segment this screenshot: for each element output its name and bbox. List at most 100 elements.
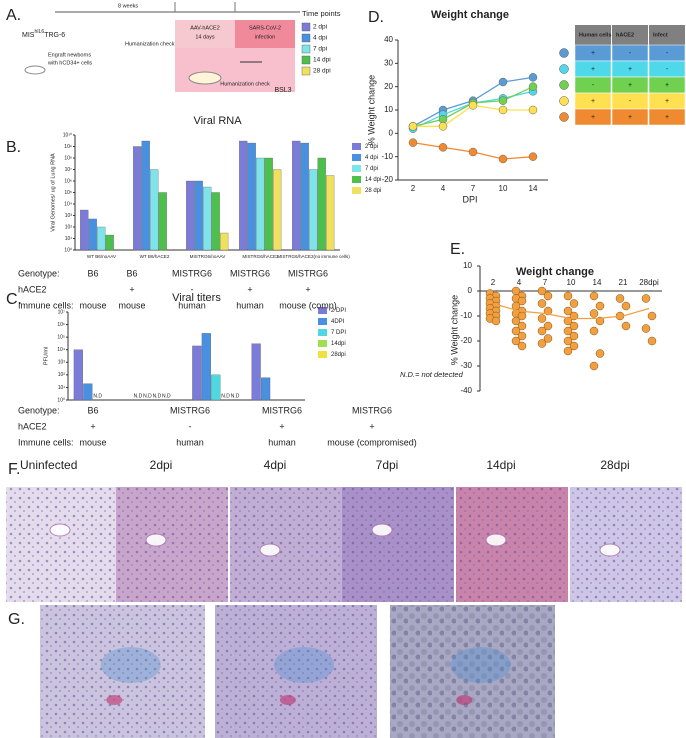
cell: + bbox=[591, 114, 595, 121]
point bbox=[528, 82, 538, 91]
point bbox=[569, 331, 579, 341]
legend-swatch bbox=[318, 318, 327, 325]
image-label: 7dpi bbox=[376, 458, 399, 472]
point bbox=[408, 138, 418, 147]
point bbox=[621, 301, 631, 311]
point bbox=[537, 314, 547, 323]
mean-line bbox=[492, 302, 650, 320]
bar bbox=[220, 232, 229, 251]
mouse bbox=[188, 71, 222, 85]
legend-swatch bbox=[301, 55, 311, 65]
cell: - bbox=[666, 50, 669, 57]
header: Human cells bbox=[579, 32, 611, 38]
cell: MISTRG6 bbox=[172, 268, 212, 278]
legend-swatch bbox=[352, 143, 361, 150]
point bbox=[408, 122, 418, 131]
legend-label: 28 dpi bbox=[365, 188, 381, 194]
cell: + bbox=[305, 284, 310, 294]
point bbox=[615, 294, 625, 303]
airway bbox=[145, 533, 167, 547]
point bbox=[438, 122, 448, 131]
x-tick-label: WT B6/noAAV bbox=[87, 254, 117, 259]
bar bbox=[326, 175, 335, 251]
y-tick-label: -40 bbox=[460, 386, 472, 395]
y-tick-label: 40 bbox=[384, 35, 393, 44]
cell: + bbox=[591, 66, 595, 73]
point bbox=[563, 306, 573, 316]
note: Humanization check bbox=[220, 81, 270, 87]
cell: - bbox=[592, 82, 595, 89]
chart-title: Weight change bbox=[431, 9, 509, 21]
histology-texture bbox=[342, 487, 454, 602]
cell: MISTRG6 bbox=[262, 405, 302, 415]
cell-bg bbox=[648, 108, 686, 126]
row-label: Genotype: bbox=[18, 405, 60, 415]
value-label: N.D bbox=[134, 393, 143, 399]
point bbox=[641, 324, 651, 333]
y-tick-label: 10⁵ bbox=[57, 334, 65, 340]
point bbox=[543, 291, 553, 301]
image-label: 28dpi bbox=[600, 458, 629, 472]
cell: - bbox=[189, 421, 192, 431]
note: AAV-hACE2 bbox=[190, 25, 220, 31]
mouse bbox=[24, 65, 46, 75]
cell: mouse (compromised) bbox=[327, 437, 417, 447]
x-tick-label: 2 bbox=[411, 184, 416, 193]
y-tick-label: 10⁵ bbox=[64, 190, 72, 196]
point bbox=[517, 311, 527, 321]
cell-bg bbox=[574, 108, 612, 126]
bar bbox=[80, 209, 89, 251]
bar bbox=[211, 192, 220, 251]
y-tick-label: -20 bbox=[381, 175, 393, 184]
bar bbox=[105, 234, 114, 251]
x-tick-label: 10 bbox=[567, 278, 576, 287]
legend-swatch bbox=[318, 329, 327, 336]
airway bbox=[371, 523, 393, 537]
cell: + bbox=[90, 421, 95, 431]
point bbox=[537, 339, 547, 348]
cell: - bbox=[666, 66, 669, 73]
bar bbox=[83, 383, 93, 401]
point bbox=[498, 154, 508, 164]
x-tick-label: 4 bbox=[441, 184, 446, 193]
point bbox=[569, 341, 579, 351]
value-label: N.D bbox=[231, 393, 240, 399]
legend-swatch bbox=[301, 33, 311, 43]
y-tick-label: 10 bbox=[463, 261, 472, 270]
legend-swatch bbox=[301, 22, 311, 32]
y-tick-label: 10⁰ bbox=[57, 397, 65, 403]
point bbox=[537, 299, 547, 308]
cell: mouse (comp) bbox=[279, 300, 337, 310]
y-tick-label: 0 bbox=[468, 286, 473, 295]
infection-box bbox=[235, 20, 295, 48]
legend-swatch bbox=[352, 176, 361, 183]
bar bbox=[186, 180, 195, 251]
point bbox=[589, 361, 599, 371]
point bbox=[589, 291, 599, 301]
legend-swatch bbox=[318, 340, 327, 347]
point bbox=[569, 321, 579, 331]
panel-label: G. bbox=[8, 611, 25, 628]
histology-texture bbox=[570, 487, 682, 602]
chart-title: Viral RNA bbox=[193, 115, 242, 127]
bar bbox=[300, 142, 309, 251]
y-tick-label: 30 bbox=[384, 58, 393, 67]
y-tick-label: 10⁸ bbox=[64, 155, 72, 161]
point bbox=[528, 152, 538, 161]
cell: MISTRG6 bbox=[352, 405, 392, 415]
y-tick-label: 10¹⁰ bbox=[63, 132, 72, 138]
bar bbox=[201, 333, 211, 401]
y-axis-label: Viral Genomes/ ug of Lung RNA bbox=[50, 153, 56, 232]
cell: + bbox=[628, 66, 632, 73]
point bbox=[537, 286, 547, 296]
legend-label: 14 dpi bbox=[365, 177, 381, 183]
bar bbox=[141, 140, 150, 251]
cell: MISTRG6 bbox=[230, 268, 270, 278]
stain-texture bbox=[390, 605, 555, 738]
y-tick-label: 10⁶ bbox=[64, 178, 72, 184]
y-tick-label: 10³ bbox=[58, 360, 66, 366]
bar bbox=[273, 169, 282, 251]
bar bbox=[251, 343, 261, 401]
cell: MISTRG6 bbox=[170, 405, 210, 415]
